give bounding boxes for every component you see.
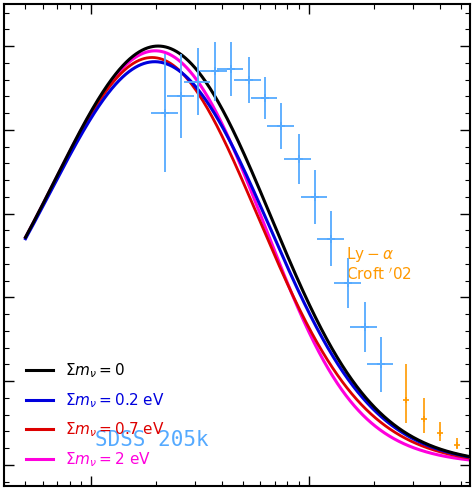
Text: SDSS 205k: SDSS 205k	[95, 430, 209, 450]
Legend: $\Sigma m_\nu{=}0$, $\Sigma m_\nu{=}0.2\ \mathrm{eV}$, $\Sigma m_\nu{=}0.7\ \mat: $\Sigma m_\nu{=}0$, $\Sigma m_\nu{=}0.2\…	[26, 362, 165, 468]
Text: $\mathrm{Ly}-\alpha$
$\mathrm{Croft\ '02}$: $\mathrm{Ly}-\alpha$ $\mathrm{Croft\ '02…	[346, 245, 412, 283]
